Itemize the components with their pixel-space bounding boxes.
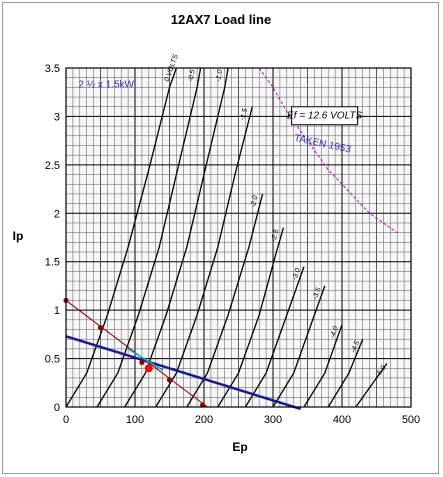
operating-point: [144, 364, 153, 373]
dissipation-curve: [258, 67, 398, 234]
y-tick-label: 2.5: [45, 160, 60, 172]
operating-points: [63, 297, 206, 408]
plate-curve: [272, 285, 326, 408]
grid: [65, 67, 412, 408]
load-lines: [65, 300, 301, 411]
plot-border: [65, 67, 412, 408]
x-axis-title: Ep: [232, 440, 247, 454]
plate-curve: [303, 324, 343, 408]
y-axis-title: Ip: [13, 229, 24, 243]
load-line-blue: [65, 335, 301, 411]
y-tick-label: 1.5: [45, 257, 60, 269]
plate-curve: [355, 363, 388, 408]
plate-curve-label: -4.0: [329, 326, 340, 340]
plate-curve: [65, 67, 178, 408]
plate-curve-label: -1.0: [215, 69, 224, 82]
plate-curve-label: -0.5: [188, 69, 197, 82]
heater-annotation: Ef = 12.6 VOLTS: [287, 111, 362, 122]
plate-curve-label: -3.5: [312, 287, 323, 301]
operating-point: [200, 402, 206, 408]
x-tick-label: 400: [333, 414, 351, 426]
y-tick-label: 3: [54, 111, 60, 123]
plate-curve: [217, 227, 285, 408]
chart-title: 12AX7 Load line: [171, 12, 271, 27]
y-tick-label: 0.5: [45, 354, 60, 366]
y-tick-label: 3.5: [45, 63, 60, 75]
y-tick-label: 2: [54, 208, 60, 220]
x-tick-label: 300: [264, 414, 282, 426]
x-tick-label: 100: [126, 414, 144, 426]
y-tick-label: 1: [54, 305, 60, 317]
plate-curve-label: -3.0: [291, 267, 302, 281]
plate-curve-label: -2.0: [250, 195, 260, 209]
operating-point: [97, 324, 104, 331]
plate-curve-label: -4.5: [350, 340, 361, 354]
y-tick-label: 0: [54, 402, 60, 414]
axes: 0 100 200 300 400 500 0 0.5 1 1.5 2 2.5 3 3.5: [45, 63, 420, 426]
plate-curve: [96, 67, 202, 408]
x-tick-label: 500: [402, 414, 420, 426]
plate-curve: [155, 106, 253, 408]
plate-curve: [327, 338, 364, 408]
plate-curve-label: -1.5: [239, 108, 249, 122]
plate-curves: 0 VOLTS -0.5 -1.0-1.5-2.0-2.5-3.0-3.5-4.0-…: [65, 53, 398, 408]
plate-curve-label: -2.5: [271, 229, 281, 243]
heater-box: [291, 106, 359, 126]
plate-curve: [244, 266, 305, 408]
plate-curve: [186, 193, 264, 408]
operating-point: [139, 359, 145, 366]
bias-line-cyan: [127, 348, 163, 371]
x-tick-label: 200: [195, 414, 213, 426]
operating-point: [166, 377, 173, 383]
scan-note-annotation: 2 ½ x 1.5kW: [78, 79, 134, 90]
plate-curve: [124, 67, 229, 408]
x-tick-label: 0: [63, 414, 69, 426]
